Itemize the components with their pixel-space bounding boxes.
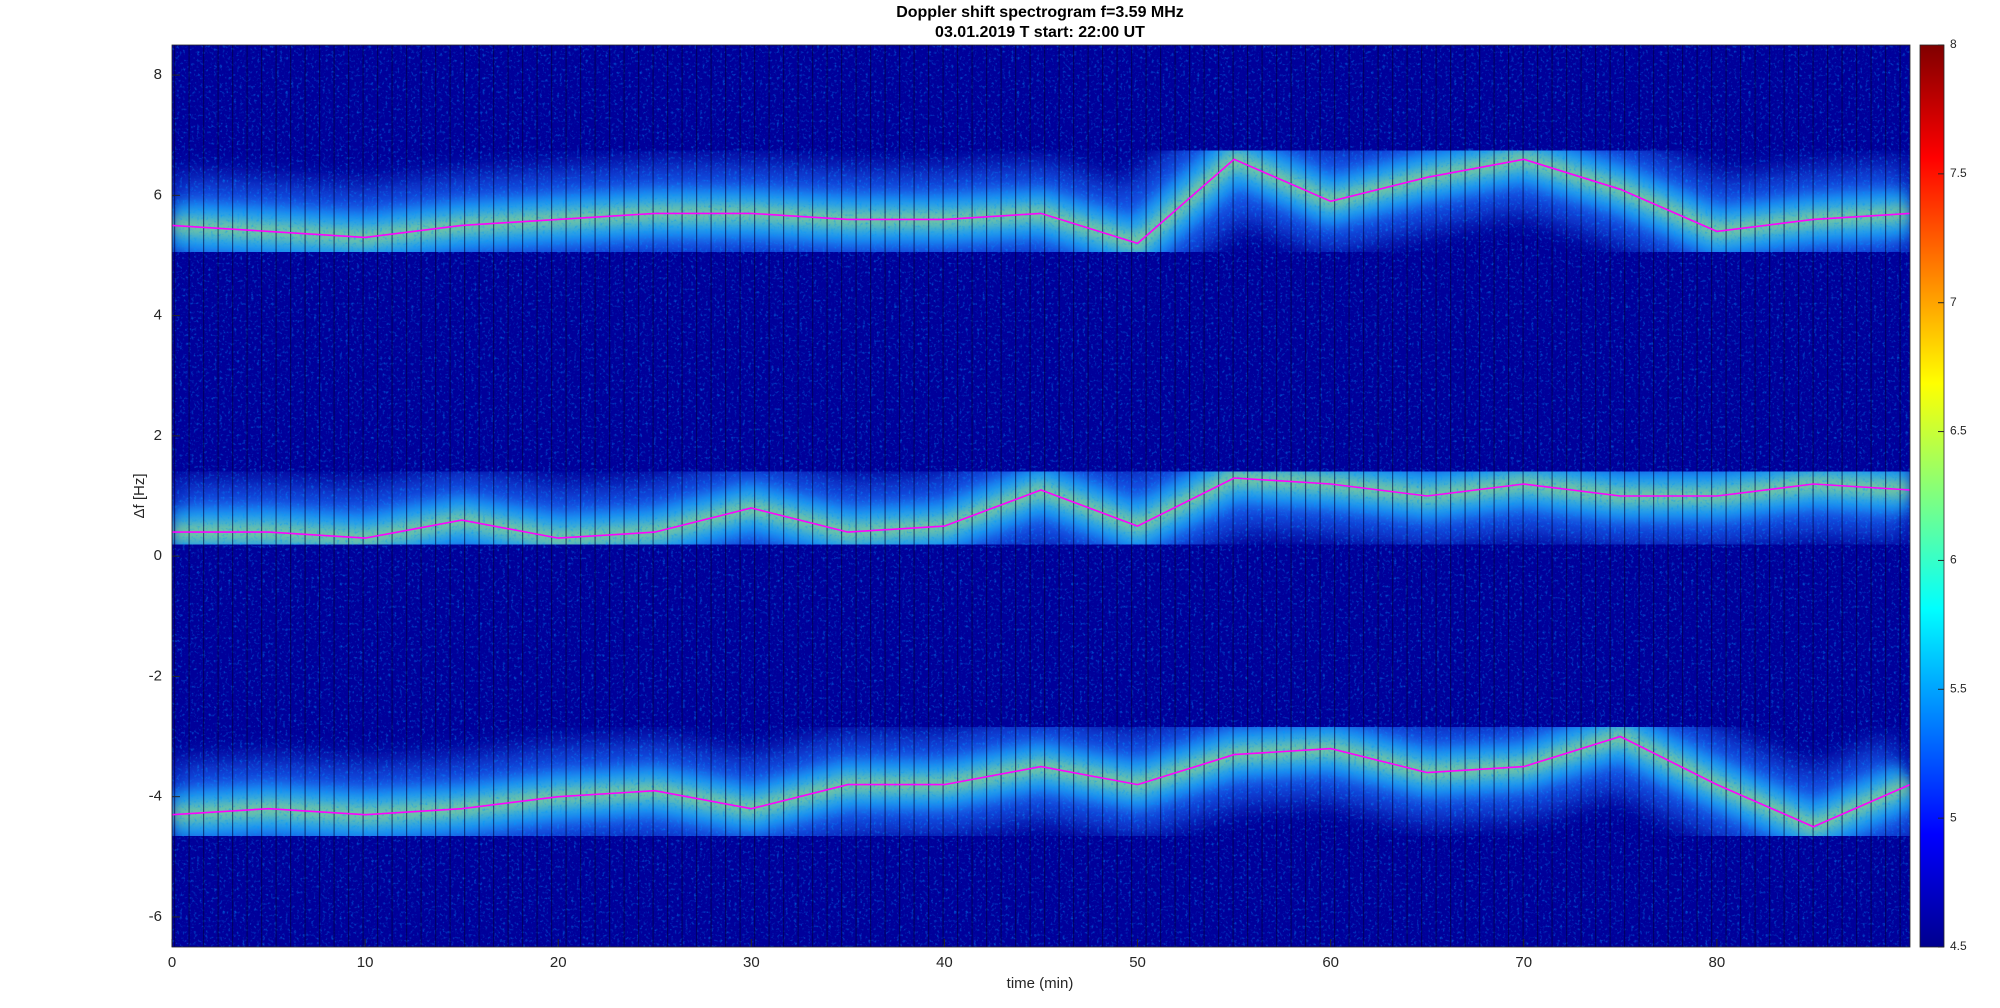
plot-frame [171,44,1911,948]
x-tick-label: 40 [936,954,953,971]
x-tick-label: 80 [1709,954,1726,971]
chart-subtitle: 03.01.2019 T start: 22:00 UT [935,24,1145,41]
trace-line [172,735,1910,828]
x-tick-label: 30 [743,954,760,971]
y-tick-label: 4 [154,307,162,324]
x-tick-label: 70 [1515,954,1532,971]
chart-title: Doppler shift spectrogram f=3.59 MHz [896,4,1184,21]
y-tick-label: 6 [154,186,162,203]
plot-area [172,45,1910,947]
colorbar-tick-label: 5.5 [1950,681,1967,695]
trace-line [172,158,1910,245]
colorbar-tick-label: 6.5 [1950,424,1967,438]
trace-line [172,477,1910,539]
y-tick-label: 0 [154,547,162,564]
colorbar [1919,44,1945,948]
y-axis-label: Δf [Hz] [131,473,148,518]
y-tick-label: 2 [154,427,162,444]
x-tick-label: 0 [168,954,176,971]
y-tick-label: 8 [154,66,162,83]
colorbar-tick-label: 7 [1950,295,1957,309]
x-axis-label: time (min) [1007,975,1074,992]
colorbar-tick-label: 6 [1950,553,1957,567]
y-tick-label: -2 [149,667,162,684]
x-tick-label: 50 [1129,954,1146,971]
x-tick-label: 60 [1322,954,1339,971]
y-tick-label: -4 [149,788,162,805]
colorbar-tick-label: 4.5 [1950,939,1967,953]
x-tick-label: 20 [550,954,567,971]
colorbar-tick-label: 8 [1950,37,1957,51]
x-tick-label: 10 [357,954,374,971]
colorbar-tick-label: 7.5 [1950,166,1967,180]
y-tick-label: -6 [149,908,162,925]
colorbar-tick-label: 5 [1950,810,1957,824]
